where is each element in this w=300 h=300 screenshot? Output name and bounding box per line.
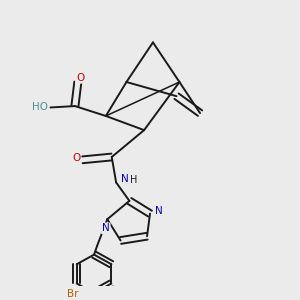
- Text: H: H: [130, 176, 137, 185]
- Text: Br: Br: [67, 289, 79, 299]
- Text: N: N: [155, 206, 163, 216]
- Text: N: N: [102, 223, 110, 233]
- Text: O: O: [72, 153, 80, 163]
- Text: N: N: [121, 174, 128, 184]
- Text: HO: HO: [32, 102, 47, 112]
- Text: O: O: [76, 73, 84, 83]
